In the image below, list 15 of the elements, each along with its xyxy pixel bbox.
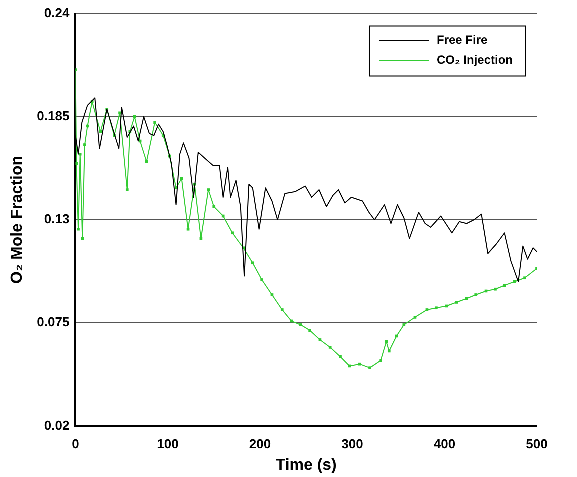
x-tick-label: 200 — [249, 436, 272, 452]
x-tick-label: 300 — [342, 436, 364, 452]
y-tick-label: 0.075 — [37, 314, 70, 330]
y-tick-label: 0.02 — [44, 418, 70, 433]
x-tick-label: 100 — [157, 436, 179, 452]
x-tick-label: 500 — [526, 436, 548, 452]
y-tick-label: 0.24 — [44, 5, 70, 20]
legend-label: Free Fire — [437, 33, 488, 48]
legend-label: CO₂ Injection — [437, 53, 514, 68]
y-tick-label: 0.13 — [44, 212, 70, 227]
y-axis-title: O₂ Mole Fraction — [9, 156, 26, 284]
x-tick-label: 0 — [72, 436, 80, 452]
x-tick-label: 400 — [434, 436, 456, 452]
y-tick-label: 0.185 — [37, 108, 70, 124]
x-axis-title: Time (s) — [276, 456, 337, 474]
